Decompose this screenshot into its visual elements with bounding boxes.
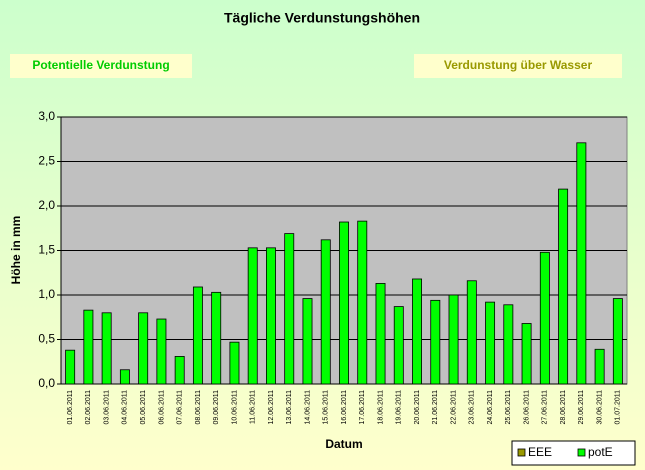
x-tick-label: 21.06.2011 <box>432 390 439 425</box>
bar <box>229 341 240 385</box>
x-tick-label: 02.06.2011 <box>85 390 92 425</box>
x-tick-label: 14.06.2011 <box>304 390 311 425</box>
x-tick-label: 05.06.2011 <box>140 390 147 425</box>
bar <box>357 220 368 385</box>
bar <box>192 286 203 385</box>
bar <box>466 280 477 385</box>
x-tick-label: 30.06.2011 <box>596 390 603 425</box>
legend-swatch <box>577 448 586 457</box>
bar <box>393 306 404 385</box>
bar <box>448 294 459 385</box>
bar <box>302 298 313 385</box>
legend <box>511 440 636 466</box>
bar <box>101 312 112 385</box>
x-tick-label: 23.06.2011 <box>469 390 476 425</box>
x-tick-label: 12.06.2011 <box>268 390 275 425</box>
annotation: Verdunstung über Wasser <box>444 58 593 72</box>
bar <box>156 318 167 385</box>
x-tick-label: 01.06.2011 <box>67 390 74 425</box>
bar <box>375 283 386 385</box>
x-tick-label: 22.06.2011 <box>450 390 457 425</box>
annotation-box <box>10 54 192 78</box>
bar <box>83 309 94 385</box>
legend-label: potE <box>588 445 613 459</box>
x-tick-label: 16.06.2011 <box>341 390 348 425</box>
bar <box>412 278 422 385</box>
bar <box>539 251 550 385</box>
x-tick-label: 17.06.2011 <box>359 390 366 425</box>
x-tick-label: 04.06.2011 <box>122 390 129 425</box>
bar <box>247 247 258 385</box>
bar <box>339 221 349 385</box>
bar <box>594 348 605 385</box>
x-tick-label: 28.06.2011 <box>560 390 567 425</box>
bar <box>266 247 276 385</box>
legend-label: EEE <box>528 445 552 459</box>
annotation: Potentielle Verdunstung <box>32 58 169 72</box>
bar <box>521 323 532 385</box>
x-tick-label: 19.06.2011 <box>396 390 403 425</box>
y-tick-label: 1,0 <box>38 287 55 301</box>
y-tick-label: 2,0 <box>38 198 55 212</box>
x-tick-label: 27.06.2011 <box>542 390 549 425</box>
x-tick-label: 08.06.2011 <box>195 390 202 425</box>
x-tick-label: 25.06.2011 <box>505 390 512 425</box>
y-tick-label: 3,0 <box>38 109 55 123</box>
x-tick-label: 20.06.2011 <box>414 390 421 425</box>
x-tick-label: 07.06.2011 <box>177 390 184 425</box>
x-axis-label: Datum <box>325 437 362 451</box>
x-tick-label: 01.07.2011 <box>615 390 622 425</box>
y-tick-label: 1,5 <box>38 243 55 257</box>
bar <box>211 291 222 385</box>
y-axis-label: Höhe in mm <box>9 216 23 285</box>
y-tick-label: 2,5 <box>38 154 55 168</box>
bar <box>284 233 295 385</box>
x-tick-label: 10.06.2011 <box>231 390 238 425</box>
x-tick-label: 03.06.2011 <box>103 390 110 425</box>
bar <box>612 298 623 385</box>
bar <box>65 349 76 385</box>
bar <box>174 356 185 385</box>
bar <box>430 299 441 385</box>
x-tick-label: 15.06.2011 <box>323 390 330 425</box>
x-tick-label: 06.06.2011 <box>158 390 165 425</box>
x-tick-label: 29.06.2011 <box>578 390 585 425</box>
bar <box>558 188 569 385</box>
y-tick-label: 0,0 <box>38 376 55 390</box>
x-tick-label: 24.06.2011 <box>487 390 494 425</box>
bar <box>138 312 149 385</box>
bar <box>576 142 587 385</box>
x-tick-label: 13.06.2011 <box>286 390 293 425</box>
chart-title: Tägliche Verdunstungshöhen <box>224 10 420 26</box>
x-tick-label: 09.06.2011 <box>213 390 220 425</box>
bar <box>485 301 496 385</box>
y-tick-label: 0,5 <box>38 332 55 346</box>
x-tick-label: 18.06.2011 <box>377 390 384 425</box>
annotation-box <box>414 54 622 78</box>
legend-swatch <box>517 448 526 457</box>
bar <box>320 239 331 385</box>
bar <box>503 304 514 385</box>
x-tick-label: 11.06.2011 <box>250 390 257 424</box>
bar <box>119 369 130 385</box>
x-tick-label: 26.06.2011 <box>523 390 530 425</box>
